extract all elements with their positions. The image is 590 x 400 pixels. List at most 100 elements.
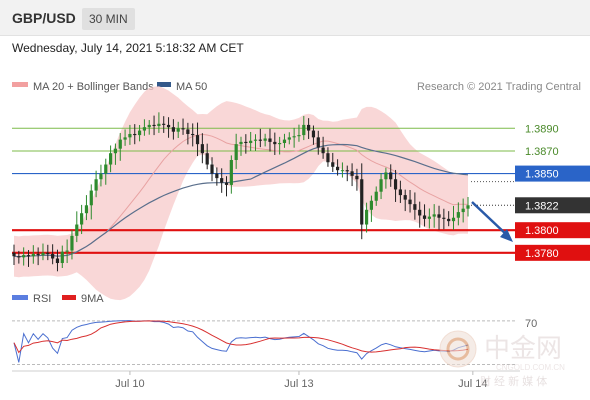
candle-body [249, 140, 253, 144]
candle-body [75, 224, 79, 236]
candle [258, 128, 262, 148]
candle [268, 128, 272, 152]
candle-body [253, 139, 258, 141]
candle [311, 125, 316, 145]
candle [113, 143, 118, 165]
level-labels: 1.3890 1.3870 1.3850 1.3800 1.3780 1.3822 [515, 123, 590, 261]
rsi-panel [12, 320, 515, 366]
candle [36, 247, 40, 266]
candle [379, 172, 383, 200]
candle [94, 170, 98, 198]
x-tick-label: Jul 10 [115, 378, 144, 390]
candle-body [118, 139, 122, 149]
candle [427, 208, 431, 229]
rsi-legend-swatch [12, 295, 28, 300]
bollinger-legend-label: MA 20 + Bollinger Bands [33, 81, 154, 93]
candle [162, 116, 166, 133]
candle [432, 204, 436, 228]
candle-body [137, 130, 142, 136]
candle [418, 201, 422, 228]
last-price-tag [515, 197, 590, 214]
bollinger-bands [14, 86, 468, 301]
candle-body [205, 153, 209, 165]
candle-body [31, 253, 35, 257]
candle [147, 120, 151, 135]
candle-body [22, 255, 26, 258]
candle [263, 133, 267, 147]
candle-body [258, 139, 262, 141]
candle-body [239, 141, 243, 145]
candle [413, 192, 417, 220]
candle-body [191, 133, 195, 136]
candle [181, 118, 185, 135]
candle-body [70, 235, 74, 251]
candle [384, 167, 388, 189]
candle-body [12, 252, 16, 257]
candle [451, 205, 456, 230]
candle-body [273, 141, 277, 145]
candle-body [422, 215, 427, 219]
candle-body [142, 127, 147, 131]
candle-body [384, 172, 388, 180]
level-label: 1.3850 [525, 169, 559, 181]
candle [234, 133, 238, 169]
candle [133, 124, 137, 145]
level-label-tag [515, 244, 590, 261]
candle-body [171, 127, 175, 132]
candle [244, 134, 248, 154]
research-credit: Research © 2021 Trading Central [417, 81, 581, 93]
candle-body [442, 217, 446, 219]
candle [437, 205, 441, 230]
candle [55, 249, 60, 272]
candle-body [17, 256, 21, 258]
level-label-tag [515, 165, 590, 182]
candle-body [128, 133, 132, 138]
candle-body [234, 144, 238, 160]
x-tick-label: Jul 14 [458, 378, 487, 390]
candle-body [133, 133, 137, 136]
candle [17, 250, 21, 264]
rsi-70-label: 70 [525, 318, 537, 330]
watermark-brand: 中金网 [484, 334, 562, 363]
candle-body [224, 182, 229, 185]
candle [239, 136, 243, 156]
chart-header: GBP/USD 30 MIN [0, 0, 590, 36]
candle [166, 117, 171, 138]
candle-body [51, 253, 55, 259]
candle-body [210, 164, 214, 174]
candle-body [350, 171, 354, 176]
level-label: 1.3800 [525, 225, 559, 237]
candle-body [104, 164, 108, 174]
timeframe-badge[interactable]: 30 MIN [82, 8, 135, 30]
candle [191, 123, 195, 147]
candle [374, 186, 378, 206]
candle [398, 180, 402, 203]
candle-body [345, 170, 349, 172]
candle [152, 115, 156, 136]
candle [108, 145, 113, 173]
level-label: 1.3890 [525, 123, 559, 135]
watermark-site: CNGOLD.COM.CN [496, 363, 565, 372]
level-label-tag [515, 222, 590, 239]
currency-pair-title: GBP/USD [12, 10, 76, 26]
candle-body [297, 135, 301, 137]
candle [442, 208, 446, 230]
candle [360, 163, 364, 240]
candle [12, 244, 16, 265]
candle [195, 122, 200, 157]
candle-body [162, 123, 166, 125]
candle [422, 204, 427, 227]
level-label: 1.3870 [525, 146, 559, 158]
candle-body [408, 199, 412, 205]
candle-body [321, 147, 325, 154]
rsi-line [13, 320, 469, 363]
candle-body [89, 190, 93, 206]
candle [355, 168, 359, 191]
candle-body [466, 205, 470, 209]
candle-body [263, 138, 267, 141]
candle-body [432, 214, 436, 217]
ma50-line [13, 143, 469, 258]
candle [466, 197, 470, 217]
candle [210, 157, 214, 182]
candle-body [26, 255, 31, 257]
